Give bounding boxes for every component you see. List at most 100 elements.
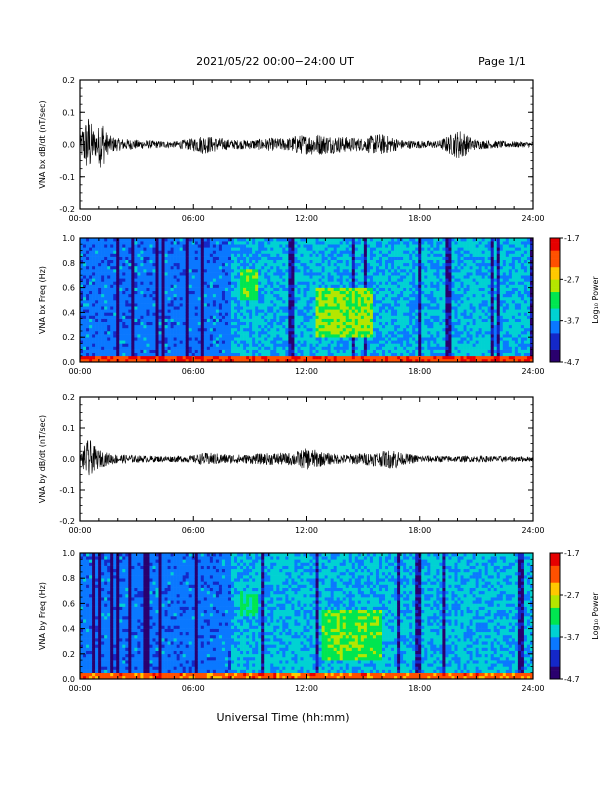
spectrogram-cell — [445, 334, 449, 338]
spectrogram-cell — [324, 290, 328, 295]
spectrogram-cell — [400, 337, 404, 341]
spectrogram-cell — [285, 253, 289, 257]
spectrogram-cell — [143, 238, 147, 242]
spectrogram-cell — [252, 349, 256, 353]
spectrogram-cell — [288, 244, 292, 248]
spectrogram-cell — [409, 281, 413, 285]
spectrogram-cell — [397, 241, 401, 245]
spectrogram-cell — [312, 303, 316, 307]
spectrogram-cell — [345, 278, 350, 282]
spectrogram-cell — [86, 259, 90, 264]
spectrogram-cell — [122, 275, 126, 279]
spectrogram-cell — [152, 256, 156, 260]
spectrogram-cell — [182, 340, 186, 344]
spectrogram-cell — [351, 287, 356, 291]
spectrogram-cell — [270, 324, 274, 329]
spectrogram-cell — [95, 244, 99, 248]
spectrogram-cell — [161, 312, 165, 316]
spectrogram-cell — [92, 262, 96, 267]
spectrogram-cell — [342, 324, 347, 329]
spectrogram-cell — [113, 300, 117, 304]
spectrogram-cell — [152, 309, 156, 313]
spectrogram-cell — [430, 312, 434, 316]
spectrogram-cell — [388, 247, 392, 251]
spectrogram-cell — [167, 349, 171, 353]
spectrogram-cell — [430, 238, 434, 242]
spectrogram-cell — [83, 309, 87, 313]
spectrogram-cell — [249, 269, 253, 273]
spectrogram-cell — [170, 269, 174, 273]
spectrogram-cell — [98, 303, 102, 307]
spectrogram-cell — [249, 358, 253, 363]
spectrogram-cell — [258, 340, 262, 344]
spectrogram-cell — [252, 287, 256, 291]
spectrogram-cell — [146, 241, 150, 245]
spectrogram-cell — [436, 324, 440, 329]
spectrogram-cell — [200, 275, 205, 279]
spectrogram-cell — [140, 247, 144, 251]
spectrogram-cell — [285, 358, 289, 363]
spectrogram-cell — [104, 327, 108, 332]
spectrogram-cell — [342, 281, 347, 285]
spectrogram-cell — [194, 358, 199, 363]
spectrogram-cell — [378, 306, 383, 310]
spectrogram-cell — [397, 321, 401, 326]
spectrogram-cell — [421, 265, 425, 270]
spectrogram-cell — [170, 275, 174, 279]
spectrogram-cell — [227, 324, 232, 329]
spectrogram-cell — [215, 300, 220, 304]
spectrogram-cell — [185, 296, 190, 301]
spectrogram-cell — [212, 300, 217, 304]
spectrogram-cell — [80, 340, 84, 344]
spectrogram-cell — [445, 327, 449, 332]
spectrogram-cell — [152, 265, 156, 270]
spectrogram-cell — [430, 315, 434, 319]
spectrogram-cell — [194, 331, 199, 335]
spectrogram-cell — [246, 275, 250, 279]
spectrogram-cell — [246, 262, 250, 267]
spectrogram-cell — [197, 293, 202, 298]
spectrogram-cell — [237, 250, 241, 254]
spectrogram-cell — [224, 358, 229, 363]
spectrogram-cell — [264, 269, 268, 273]
spectrogram-cell — [345, 290, 350, 295]
spectrogram-cell — [243, 238, 247, 242]
spectrogram-cell — [403, 309, 407, 313]
spectrogram-cell — [122, 340, 126, 344]
spectrogram-cell — [345, 358, 350, 363]
spectrogram-cell — [264, 358, 268, 363]
spectrogram-cell — [237, 334, 241, 338]
spectrogram-cell — [357, 306, 362, 310]
spectrogram-cell — [104, 259, 108, 264]
spectrogram-cell — [439, 296, 443, 301]
spectrogram-cell — [86, 324, 90, 329]
spectrogram-cell — [197, 265, 202, 270]
spectrogram-cell — [107, 284, 111, 288]
spectrogram-cell — [421, 343, 425, 347]
spectrogram-cell — [354, 315, 359, 319]
spectrogram-cell — [122, 265, 126, 270]
spectrogram-cell — [215, 355, 220, 360]
spectrogram-cell — [231, 312, 235, 316]
spectrogram-cell — [83, 321, 87, 326]
spectrogram-cell — [212, 352, 217, 357]
spectrogram-cell — [224, 352, 229, 357]
spectrogram-cell — [354, 293, 359, 298]
spectrogram-cell — [276, 278, 280, 282]
spectrogram-cell — [294, 247, 298, 251]
spectrogram-cell — [363, 256, 368, 260]
spectrogram-cell — [179, 293, 183, 298]
spectrogram-cell — [394, 334, 398, 338]
spectrogram-cell — [119, 331, 123, 335]
spectrogram-cell — [191, 287, 196, 291]
spectrogram-cell — [158, 287, 162, 291]
spectrogram-cell — [291, 312, 295, 316]
spectrogram-cell — [167, 334, 171, 338]
spectrogram-cell — [182, 284, 186, 288]
spectrogram-cell — [89, 349, 93, 353]
spectrogram-cell — [203, 259, 208, 264]
spectrogram-cell — [179, 269, 183, 273]
spectrogram-cell — [318, 287, 322, 291]
spectrogram-cell — [327, 343, 331, 347]
spectrogram-cell — [445, 269, 449, 273]
